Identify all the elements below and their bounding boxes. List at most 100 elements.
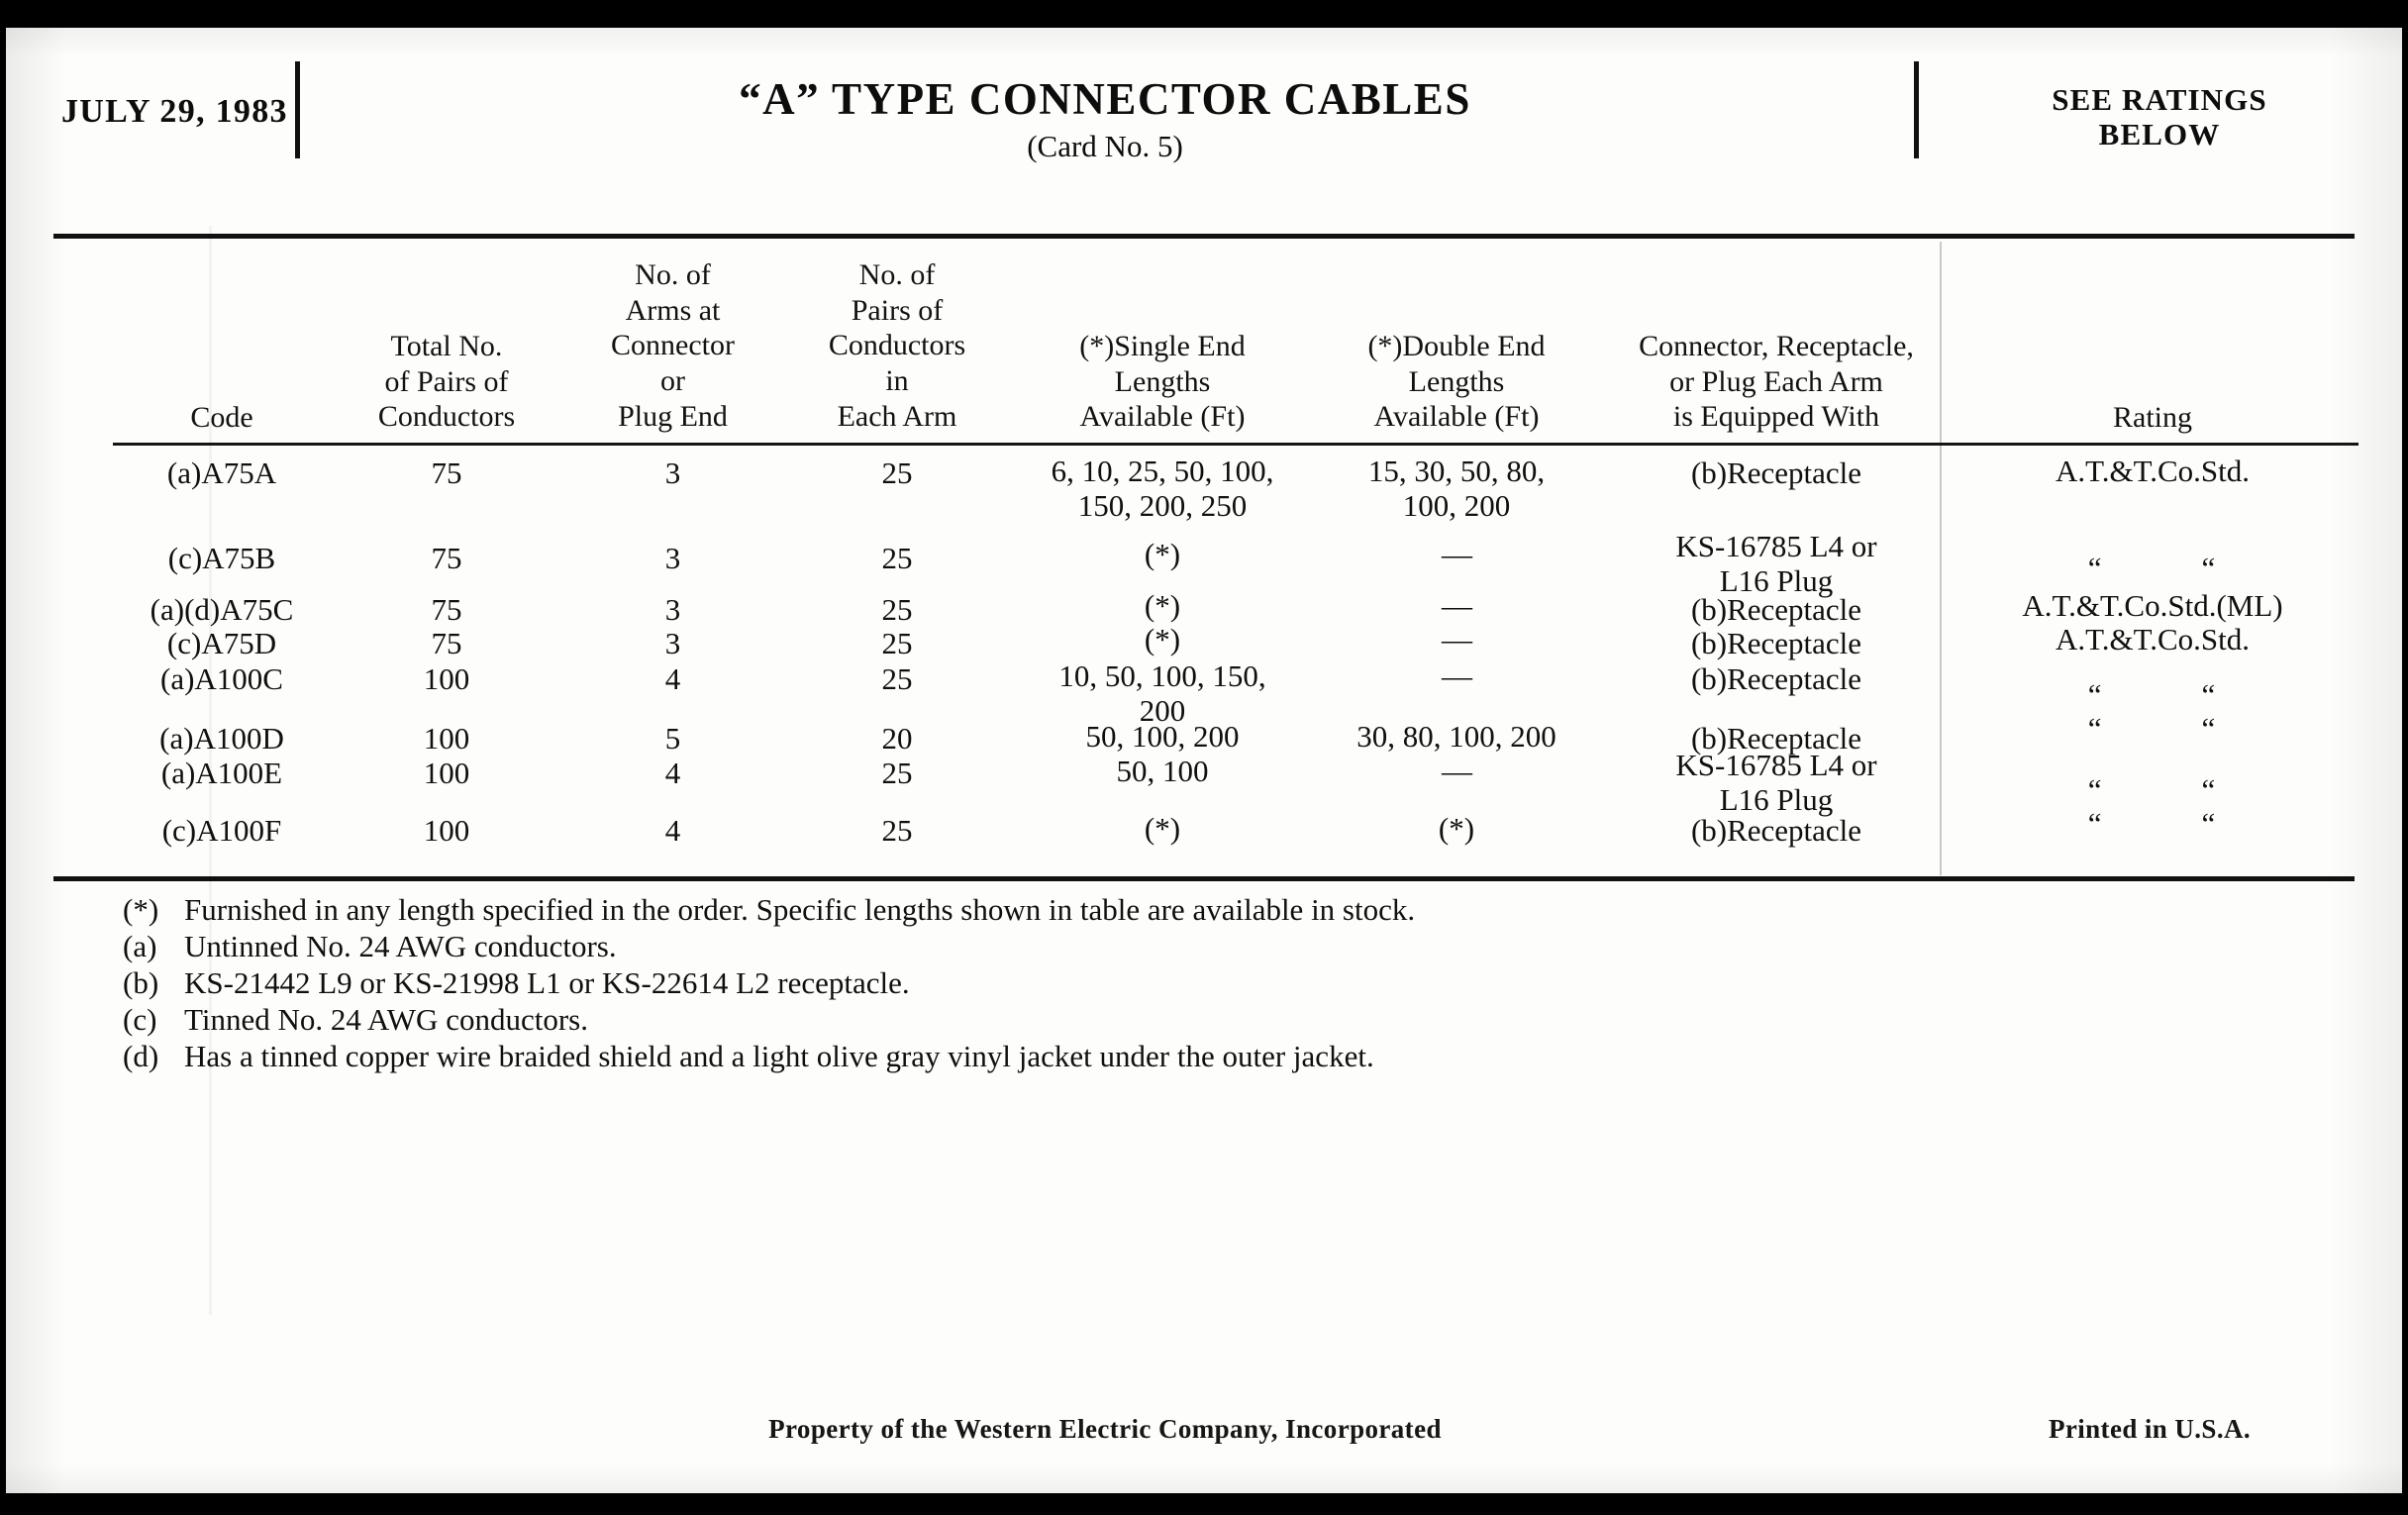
cell-line: —: [1442, 754, 1472, 788]
code-value: A100D: [193, 721, 284, 756]
header-date: JULY 29, 1983: [61, 93, 288, 130]
table-cell-arms: 4: [664, 813, 681, 848]
column-header-line: Arms at: [625, 293, 721, 327]
code-footnote-marks: (c): [161, 813, 197, 848]
header-divider-left: [295, 61, 300, 158]
column-header-line: Conductors: [828, 329, 966, 362]
table-cell-pairs_arm: 25: [881, 756, 913, 790]
column-header-equipped: Connector, Receptacle, or Plug Each Arm is…: [1608, 329, 1945, 435]
cell-line: “ “: [2087, 806, 2218, 841]
table-row-code: (a)(d)A75C: [113, 592, 331, 627]
table-cell-double_end: —: [1313, 622, 1600, 656]
table-cell-arms: 3: [664, 455, 681, 490]
table-cell-equipped: (b)Receptacle: [1608, 626, 1945, 660]
table-cell-rating: “ “: [1945, 711, 2360, 746]
table-cell-rating: “ “: [1945, 806, 2360, 841]
table-cell-single_end: 50, 100, 200: [1014, 719, 1311, 754]
table-cell-double_end: —: [1313, 537, 1600, 571]
code-footnote-marks: (c): [166, 626, 202, 660]
table-row-code: (a)A100E: [113, 756, 331, 790]
footnote-text: Untinned No. 24 AWG conductors.: [184, 929, 617, 963]
scanned-card-page: JULY 29, 1983 “A” TYPE CONNECTOR CABLES …: [6, 28, 2402, 1493]
table-cell-total_pairs: 100: [423, 721, 470, 756]
cell-line: “ “: [2087, 677, 2218, 712]
header-title-block: “A” TYPE CONNECTOR CABLES (Card No. 5): [303, 73, 1907, 164]
footnote-item: (*) Furnished in any length specified in …: [123, 891, 2301, 928]
card-content: JULY 29, 1983 “A” TYPE CONNECTOR CABLES …: [6, 28, 2402, 1493]
table-row-code: (a)A100C: [113, 661, 331, 696]
table-cell-single_end: 10, 50, 100, 150, 200: [1014, 658, 1311, 729]
cell-line: (b)Receptacle: [1690, 455, 1862, 490]
table-cell-equipped: (b)Receptacle: [1608, 455, 1945, 490]
code-value: A100F: [196, 813, 282, 848]
code-footnote-marks: (a): [160, 756, 196, 790]
table-cell-total_pairs: 100: [423, 661, 470, 696]
table-row-code: (a)A75A: [113, 455, 331, 490]
column-header-line: Connector: [611, 329, 735, 362]
table-cell-double_end: —: [1313, 658, 1600, 693]
rating-column-divider: [1940, 242, 1942, 875]
cell-line: 15, 30, 50, 80,: [1367, 454, 1546, 488]
column-header-line: No. of: [858, 258, 936, 291]
cell-line: “ “: [2087, 772, 2218, 807]
printed-in-notice: Printed in U.S.A.: [2048, 1414, 2252, 1444]
code-footnote-marks: (a): [166, 455, 202, 490]
column-header-line: Pairs of: [851, 293, 944, 327]
cell-line: 150, 200, 250: [1077, 488, 1248, 524]
column-header-line: Lengths: [1114, 364, 1211, 398]
column-header-pairs_arm: No. of Pairs of Conductors in Each Arm: [778, 257, 1016, 434]
code-footnote-marks: (c): [167, 541, 203, 575]
code-value: A75B: [202, 541, 276, 575]
table-cell-double_end: —: [1313, 588, 1600, 623]
table-cell-double_end: 30, 80, 100, 200: [1313, 719, 1600, 754]
column-header-line: in: [885, 364, 909, 398]
code-footnote-marks: (a)(d): [150, 592, 221, 627]
column-header-line: of Pairs of: [384, 364, 509, 398]
cell-line: “ “: [2087, 551, 2218, 585]
table-cell-pairs_arm: 25: [881, 661, 913, 696]
cell-line: (*): [1144, 811, 1181, 846]
card-header: JULY 29, 1983 “A” TYPE CONNECTOR CABLES …: [6, 46, 2402, 163]
cell-line: (b)Receptacle: [1690, 721, 1862, 756]
see-ratings-line-1: SEE RATINGS: [2052, 82, 2267, 117]
column-header-line: Plug End: [618, 399, 728, 433]
column-header-line: Code: [190, 401, 253, 434]
footnote-item: (d) Has a tinned copper wire braided shie…: [123, 1038, 2301, 1074]
cell-line: 200: [1139, 693, 1186, 729]
table-cell-double_end: —: [1313, 754, 1600, 788]
cell-line: A.T.&T.Co.Std.(ML): [2022, 588, 2283, 623]
footnote-mark: (d): [123, 1039, 159, 1073]
footnote-mark: (c): [123, 1002, 157, 1037]
cell-line: (b)Receptacle: [1690, 592, 1862, 627]
code-footnote-marks: (a): [159, 721, 194, 756]
table-cell-rating: A.T.&T.Co.Std.(ML): [1945, 588, 2360, 623]
footnote-text: KS-21442 L9 or KS-21998 L1 or KS-22614 L…: [184, 965, 910, 1000]
cell-line: KS-16785 L4 or: [1675, 748, 1877, 782]
code-value: A75D: [201, 626, 277, 660]
cell-line: 6, 10, 25, 50, 100,: [1051, 454, 1274, 488]
code-value: A75C: [220, 592, 294, 627]
table-cell-arms: 5: [664, 721, 681, 756]
column-header-total_pairs: Total No. of Pairs of Conductors: [333, 329, 560, 435]
cell-line: L16 Plug: [1719, 782, 1834, 818]
table-cell-equipped: (b)Receptacle: [1608, 592, 1945, 627]
table-row-code: (c)A100F: [113, 813, 331, 848]
table-cell-single_end: (*): [1014, 588, 1311, 623]
page-footer: Property of the Western Electric Company…: [6, 1414, 2402, 1464]
footnote-list: (*) Furnished in any length specified in …: [123, 891, 2301, 1074]
header-divider-right: [1914, 61, 1919, 158]
footnote-item: (b) KS-21442 L9 or KS-21998 L1 or KS-2261…: [123, 964, 2301, 1001]
table-cell-single_end: 6, 10, 25, 50, 100, 150, 200, 250: [1014, 454, 1311, 524]
cell-line: (*): [1144, 537, 1181, 571]
table-cell-total_pairs: 75: [431, 592, 462, 627]
footnote-mark: (a): [123, 929, 157, 963]
column-header-line: or Plug Each Arm: [1669, 364, 1883, 398]
column-header-code: Code: [113, 400, 331, 436]
column-header-line: Available (Ft): [1373, 400, 1540, 434]
table-cell-rating: “ “: [1945, 772, 2360, 807]
table-cell-rating: “ “: [1945, 677, 2360, 712]
column-header-line: Lengths: [1408, 364, 1505, 398]
table-cell-equipped: (b)Receptacle: [1608, 721, 1945, 756]
column-header-arms: No. of Arms at Connector or Plug End: [556, 257, 789, 434]
column-header-rating: Rating: [1945, 400, 2360, 436]
